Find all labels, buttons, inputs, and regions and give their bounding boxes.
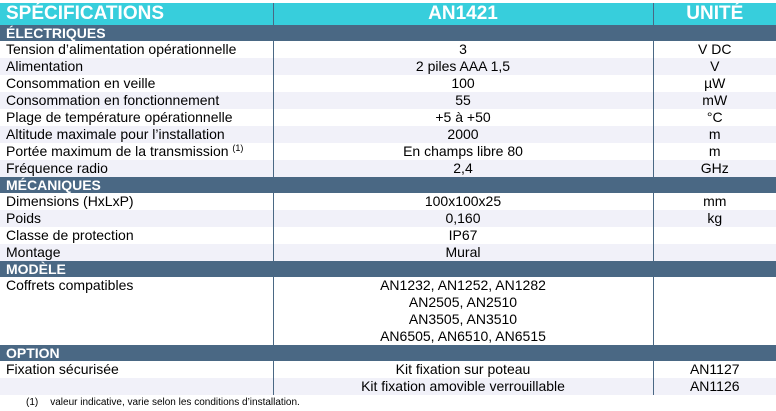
label-text: Fréquence radio xyxy=(6,160,108,176)
label-text: Dimensions (HxLxP) xyxy=(6,193,134,209)
spec-table: SPÉCIFICATIONS AN1421 UNITÉ ÉLECTRIQUES T… xyxy=(0,3,776,395)
row-unit: µW xyxy=(652,75,776,92)
label-text: Consommation en veille xyxy=(6,75,156,91)
label-text: Fixation sécurisée xyxy=(6,361,119,377)
table-row: Classe de protection IP67 xyxy=(0,227,776,244)
header-model: AN1421 xyxy=(272,3,653,25)
label-text: Portée maximum de la transmission xyxy=(6,143,229,159)
row-unit: kg xyxy=(652,210,776,227)
section-title: ÉLECTRIQUES xyxy=(0,25,776,41)
table-row: Fixation sécurisée Kit fixation sur potea… xyxy=(0,361,776,378)
row-label: Portée maximum de la transmission (1) xyxy=(0,143,273,160)
value-line: AN2505, AN2510 xyxy=(408,294,518,310)
row-unit: mW xyxy=(652,92,776,109)
table-row: Coffrets compatibles AN1232, AN1252, AN12… xyxy=(0,277,776,345)
row-unit: V xyxy=(652,58,776,75)
value-line: AN6505, AN6510, AN6515 xyxy=(380,328,546,344)
table-row: Dimensions (HxLxP) 100x100x25 mm xyxy=(0,193,776,210)
row-value: 3 xyxy=(272,41,653,58)
row-value: 100x100x25 xyxy=(272,193,653,210)
row-value: En champs libre 80 xyxy=(272,143,653,160)
label-text: Poids xyxy=(6,210,42,226)
table-row: Tension d’alimentation opérationnelle 3 V … xyxy=(0,41,776,58)
row-value: 0,160 xyxy=(272,210,653,227)
label-text: Altitude maximale pour l’installation xyxy=(6,126,225,142)
table-row: Kit fixation amovible verrouillable AN112… xyxy=(0,378,776,395)
row-unit: m xyxy=(652,143,776,160)
row-label: Plage de température opérationnelle xyxy=(0,109,273,126)
label-text: Plage de température opérationnelle xyxy=(6,109,233,125)
value-line: AN3505, AN3510 xyxy=(408,311,518,327)
row-unit: AN1126 xyxy=(652,378,776,395)
section-title: MODÈLE xyxy=(0,261,776,277)
table-row: Poids 0,160 kg xyxy=(0,210,776,227)
row-label: Dimensions (HxLxP) xyxy=(0,193,273,210)
row-unit: mm xyxy=(652,193,776,210)
row-label: Poids xyxy=(0,210,273,227)
row-unit: °C xyxy=(652,109,776,126)
footnote-mark: (1) xyxy=(26,397,39,408)
row-value: 2,4 xyxy=(272,160,653,177)
row-label: Consommation en fonctionnement xyxy=(0,92,273,109)
footnote-ref: (1) xyxy=(232,143,244,153)
row-label: Fixation sécurisée xyxy=(0,361,273,378)
label-text: Consommation en fonctionnement xyxy=(6,92,220,108)
section-title: OPTION xyxy=(0,345,776,361)
label-text: Classe de protection xyxy=(6,227,134,243)
table-row: Consommation en fonctionnement 55 mW xyxy=(0,92,776,109)
section-header: ÉLECTRIQUES xyxy=(0,25,776,41)
row-value: AN1232, AN1252, AN1282 AN2505, AN2510 AN35… xyxy=(272,277,653,345)
row-label: Alimentation xyxy=(0,58,273,75)
row-value: 2000 xyxy=(272,126,653,143)
table-header: SPÉCIFICATIONS AN1421 UNITÉ xyxy=(0,3,776,25)
row-label: Tension d’alimentation opérationnelle xyxy=(0,41,273,58)
row-value: Kit fixation sur poteau xyxy=(272,361,653,378)
row-unit xyxy=(652,244,776,261)
label-text: Tension d’alimentation opérationnelle xyxy=(6,41,237,57)
row-label: Classe de protection xyxy=(0,227,273,244)
row-unit: AN1127 xyxy=(652,361,776,378)
table-row: Montage Mural xyxy=(0,244,776,261)
row-unit xyxy=(652,227,776,244)
row-label: Altitude maximale pour l’installation xyxy=(0,126,273,143)
row-unit: m xyxy=(652,126,776,143)
section-title: MÉCANIQUES xyxy=(0,177,776,193)
label-text: Alimentation xyxy=(6,58,84,74)
section-header: OPTION xyxy=(0,345,776,361)
row-unit: GHz xyxy=(652,160,776,177)
header-specifications: SPÉCIFICATIONS xyxy=(0,3,273,25)
footnote: (1) valeur indicative, varie selon les co… xyxy=(26,397,312,408)
row-value: Mural xyxy=(272,244,653,261)
row-value: 55 xyxy=(272,92,653,109)
section-header: MODÈLE xyxy=(0,261,776,277)
row-value: IP67 xyxy=(272,227,653,244)
row-unit: V DC xyxy=(652,41,776,58)
table-row: Alimentation 2 piles AAA 1,5 V xyxy=(0,58,776,75)
table-row: Plage de température opérationnelle +5 à … xyxy=(0,109,776,126)
row-label: Consommation en veille xyxy=(0,75,273,92)
label-text: Montage xyxy=(6,244,61,260)
table-row: Altitude maximale pour l’installation 200… xyxy=(0,126,776,143)
row-label: Fréquence radio xyxy=(0,160,273,177)
table-row: Fréquence radio 2,4 GHz xyxy=(0,160,776,177)
row-value: +5 à +50 xyxy=(272,109,653,126)
section-header: MÉCANIQUES xyxy=(0,177,776,193)
footnote-text: valeur indicative, varie selon les condi… xyxy=(50,397,300,408)
row-unit xyxy=(652,277,776,345)
row-value: Kit fixation amovible verrouillable xyxy=(272,378,653,395)
row-label: Montage xyxy=(0,244,273,261)
row-value: 2 piles AAA 1,5 xyxy=(272,58,653,75)
row-label xyxy=(0,378,273,395)
row-label: Coffrets compatibles xyxy=(0,277,273,345)
table-row: Consommation en veille 100 µW xyxy=(0,75,776,92)
table-row: Portée maximum de la transmission (1) En … xyxy=(0,143,776,160)
row-value: 100 xyxy=(272,75,653,92)
header-unit: UNITÉ xyxy=(652,3,776,25)
label-text: Coffrets compatibles xyxy=(6,277,134,293)
value-line: AN1232, AN1252, AN1282 xyxy=(380,277,546,293)
